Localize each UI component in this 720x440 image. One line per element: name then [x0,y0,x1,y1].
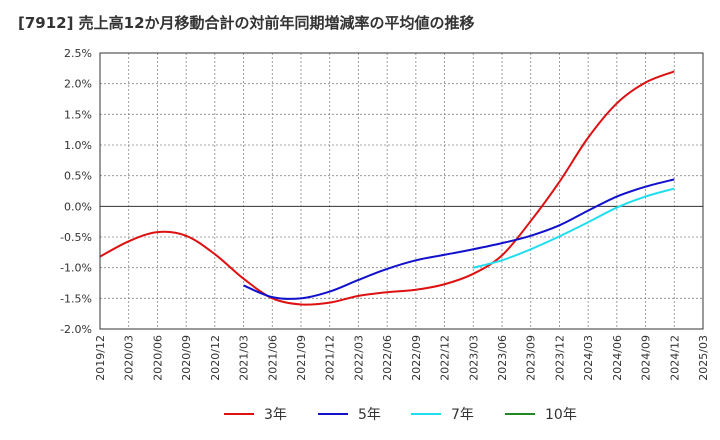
x-tick-label: 2019/12 [94,335,107,381]
x-tick-label: 2025/03 [697,335,710,381]
x-tick-label: 2020/09 [180,335,193,381]
x-tick-label: 2021/06 [266,335,279,381]
y-tick-label: 0.5% [64,170,92,183]
chart-title: [7912] 売上高12か月移動合計の対前年同期増減率の平均値の推移 [18,14,475,32]
x-tick-label: 2024/09 [640,335,653,381]
plot-border [99,52,704,330]
x-tick-label: 2023/09 [525,335,538,381]
x-tick-label: 2021/12 [324,335,337,381]
x-tick-label: 2024/12 [668,335,681,381]
x-tick-label: 2021/09 [295,335,308,381]
x-tick-label: 2020/12 [209,335,222,381]
grid-lines [100,53,703,329]
legend: 3年 5年 7年 10年 [224,407,577,423]
y-tick-label: -1.0% [60,262,92,275]
plot-area [100,53,703,329]
y-tick-label: -0.5% [60,231,92,244]
x-tick-label: 2022/12 [439,335,452,381]
x-tick-label: 2024/06 [611,335,624,381]
y-tick-label: 0.0% [64,200,92,213]
y-tick-label: 2.0% [64,78,92,91]
series-line-5年 [243,178,675,300]
x-tick-label: 2022/03 [352,335,365,381]
x-axis-ticks: 2019/12 2020/03 2020/06 2020/09 2020/12 2021/… [94,335,710,381]
x-tick-label: 2023/06 [496,335,509,381]
legend-label: 5年 [358,407,381,423]
x-tick-label: 2021/03 [238,335,251,381]
x-tick-label: 2020/03 [123,335,136,381]
legend-label: 7年 [451,407,474,423]
y-tick-label: 1.5% [64,108,92,121]
y-tick-label: -1.5% [60,292,92,305]
x-tick-label: 2022/09 [410,335,423,381]
legend-label: 3年 [264,407,287,423]
y-tick-label: 2.5% [64,47,92,60]
y-axis-ticks: 2.5% 2.0% 1.5% 1.0% 0.5% 0.0% -0.5% -1.0% -1.5% -… [60,47,92,336]
legend-label: 10年 [545,407,577,423]
x-tick-label: 2024/03 [582,335,595,381]
x-tick-label: 2022/06 [381,335,394,381]
series-line-7年 [473,187,675,269]
y-tick-label: -2.0% [60,323,92,336]
series-line-3年 [99,70,675,306]
x-tick-label: 2023/03 [467,335,480,381]
x-tick-label: 2020/06 [151,335,164,381]
x-tick-label: 2023/12 [553,335,566,381]
y-tick-label: 1.0% [64,139,92,152]
series-lines [99,70,675,306]
